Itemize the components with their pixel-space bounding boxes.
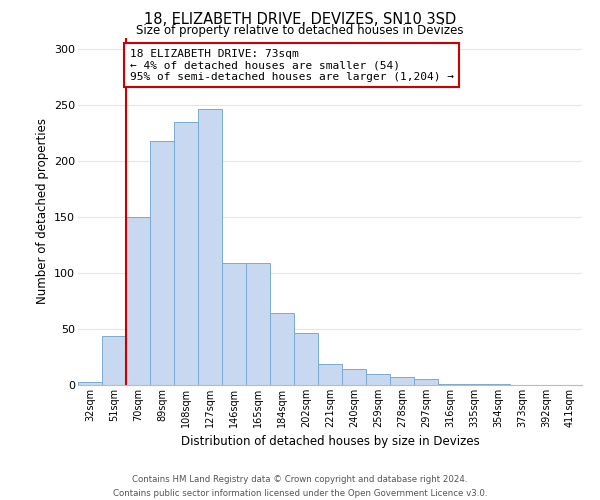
Bar xyxy=(270,314,294,385)
Bar xyxy=(486,384,510,385)
Bar xyxy=(102,336,126,385)
Bar xyxy=(462,384,486,385)
X-axis label: Distribution of detached houses by size in Devizes: Distribution of detached houses by size … xyxy=(181,436,479,448)
Bar xyxy=(318,364,342,385)
Bar xyxy=(414,380,438,385)
Bar xyxy=(150,140,174,385)
Text: Contains HM Land Registry data © Crown copyright and database right 2024.
Contai: Contains HM Land Registry data © Crown c… xyxy=(113,476,487,498)
Bar xyxy=(198,109,222,385)
Bar xyxy=(246,263,270,385)
Bar xyxy=(294,334,318,385)
Bar xyxy=(126,217,150,385)
Text: Size of property relative to detached houses in Devizes: Size of property relative to detached ho… xyxy=(136,24,464,37)
Bar xyxy=(222,263,246,385)
Bar xyxy=(390,377,414,385)
Text: 18 ELIZABETH DRIVE: 73sqm
← 4% of detached houses are smaller (54)
95% of semi-d: 18 ELIZABETH DRIVE: 73sqm ← 4% of detach… xyxy=(130,48,454,82)
Y-axis label: Number of detached properties: Number of detached properties xyxy=(35,118,49,304)
Bar xyxy=(174,122,198,385)
Bar xyxy=(438,384,462,385)
Text: 18, ELIZABETH DRIVE, DEVIZES, SN10 3SD: 18, ELIZABETH DRIVE, DEVIZES, SN10 3SD xyxy=(144,12,456,28)
Bar xyxy=(366,374,390,385)
Bar xyxy=(342,370,366,385)
Bar xyxy=(78,382,102,385)
